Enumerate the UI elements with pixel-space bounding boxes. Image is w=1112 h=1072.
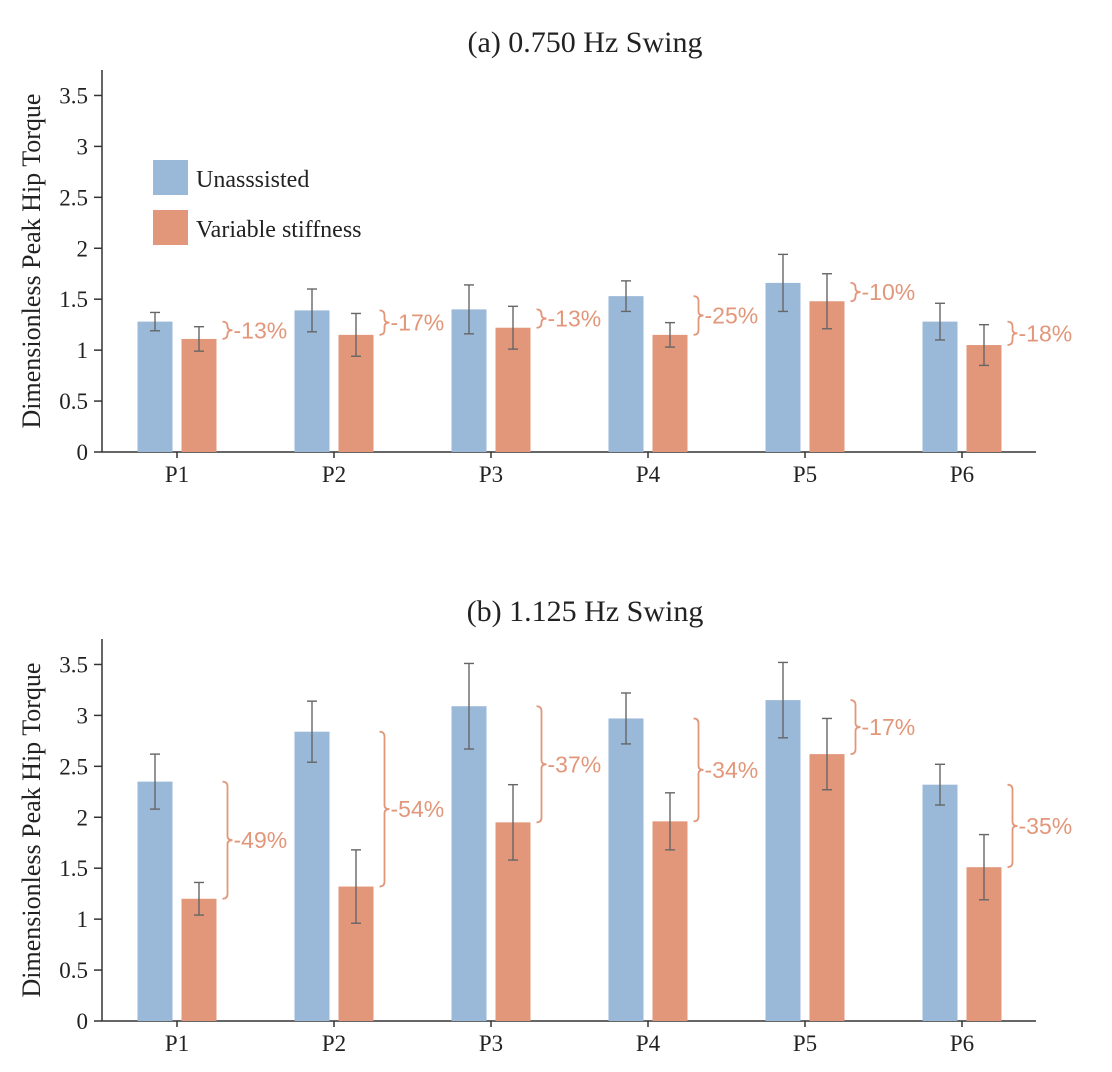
y-tick-label: 0	[77, 1009, 89, 1034]
y-tick-label: 3	[77, 134, 89, 159]
x-tick-label: P5	[793, 462, 817, 487]
x-tick-label: P4	[636, 462, 661, 487]
reduction-label: -34%	[705, 757, 759, 783]
y-tick-label: 1	[77, 338, 89, 363]
reduction-label: -17%	[391, 310, 445, 336]
y-tick-label: 1	[77, 907, 89, 932]
bar-variable-stiffness-p5	[809, 754, 845, 1021]
bar-unassisted-p2	[294, 310, 330, 452]
reduction-brace	[693, 717, 704, 823]
y-tick-label: 2.5	[59, 185, 88, 210]
x-tick-label: P1	[165, 1031, 189, 1056]
reduction-label: -18%	[1019, 320, 1073, 346]
reduction-brace	[536, 705, 547, 824]
legend-label-unassisted: Unasssisted	[196, 167, 309, 193]
reduction-label: -13%	[548, 306, 602, 332]
bar-unassisted-p6	[922, 321, 958, 452]
reduction-brace	[850, 282, 861, 303]
x-tick-label: P6	[950, 1031, 974, 1056]
reduction-brace	[693, 295, 704, 336]
bar-unassisted-p1	[137, 321, 173, 452]
reduction-brace	[850, 699, 861, 756]
chart-panel-b: (b) 1.125 Hz Swing Dimensionless Peak Hip…	[17, 595, 1072, 1056]
bar-variable-stiffness-p4	[652, 821, 688, 1021]
chart-panel-a: (a) 0.750 Hz Swing Dimensionless Peak Hip…	[17, 26, 1072, 487]
y-tick-label: 3	[77, 703, 89, 728]
y-tick-label: 0	[77, 440, 89, 465]
reduction-label: -37%	[548, 751, 602, 777]
bar-variable-stiffness-p1	[181, 898, 217, 1021]
x-tick-label: P5	[793, 1031, 817, 1056]
reduction-label: -25%	[705, 302, 759, 328]
x-tick-label: P3	[479, 1031, 503, 1056]
chart-title: (b) 1.125 Hz Swing	[467, 595, 704, 628]
reduction-brace	[1007, 783, 1018, 869]
reduction-brace	[536, 308, 547, 329]
reduction-brace	[379, 309, 390, 336]
legend-label-variable-stiffness: Variable stiffness	[196, 217, 362, 243]
y-tick-label: 1.5	[59, 287, 88, 312]
reduction-brace	[1007, 320, 1018, 346]
y-tick-label: 3.5	[59, 83, 88, 108]
reduction-label: -10%	[862, 279, 916, 305]
legend-swatch-unassisted	[153, 160, 188, 195]
bar-unassisted-p4	[608, 296, 644, 452]
legend: Unasssisted Variable stiffness	[153, 160, 362, 245]
bar-unassisted-p3	[451, 706, 487, 1021]
bar-unassisted-p1	[137, 781, 173, 1021]
x-tick-label: P4	[636, 1031, 661, 1056]
legend-swatch-variable-stiffness	[153, 210, 188, 245]
y-axis-label: Dimensionless Peak Hip Torque	[17, 94, 46, 429]
reduction-label: -17%	[862, 714, 916, 740]
bar-variable-stiffness-p4	[652, 334, 688, 452]
bar-unassisted-p6	[922, 784, 958, 1021]
bar-unassisted-p4	[608, 718, 644, 1021]
reduction-label: -49%	[234, 827, 288, 853]
bar-unassisted-p2	[294, 731, 330, 1021]
bar-unassisted-p5	[765, 700, 801, 1021]
reduction-label: -35%	[1019, 813, 1073, 839]
reduction-label: -13%	[234, 317, 288, 343]
x-tick-label: P2	[322, 1031, 346, 1056]
reduction-label: -54%	[391, 796, 445, 822]
y-axis-label: Dimensionless Peak Hip Torque	[17, 663, 46, 998]
x-tick-label: P3	[479, 462, 503, 487]
reduction-brace	[222, 320, 233, 340]
y-tick-label: 2	[77, 805, 89, 830]
y-tick-label: 2.5	[59, 754, 88, 779]
x-tick-label: P2	[322, 462, 346, 487]
y-tick-label: 0.5	[59, 389, 88, 414]
y-tick-label: 2	[77, 236, 89, 261]
bar-variable-stiffness-p1	[181, 338, 217, 452]
y-tick-label: 3.5	[59, 652, 88, 677]
reduction-brace	[222, 780, 233, 900]
x-tick-label: P6	[950, 462, 974, 487]
reduction-brace	[379, 730, 390, 888]
y-tick-label: 1.5	[59, 856, 88, 881]
y-tick-label: 0.5	[59, 958, 88, 983]
chart-title: (a) 0.750 Hz Swing	[468, 26, 703, 59]
x-tick-label: P1	[165, 462, 189, 487]
